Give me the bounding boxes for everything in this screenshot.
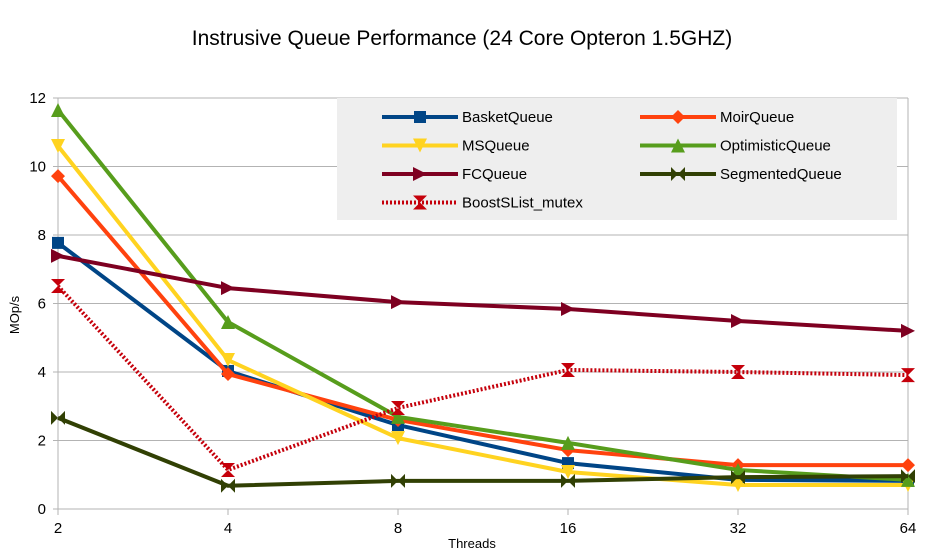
x-tick-label: 2 bbox=[54, 520, 62, 537]
legend-label: FCQueue bbox=[462, 166, 527, 183]
legend-swatch-marker bbox=[414, 111, 426, 123]
legend-item: MSQueue bbox=[382, 138, 530, 155]
data-point bbox=[901, 469, 915, 484]
data-point bbox=[561, 435, 575, 450]
x-axis-label: Threads bbox=[448, 536, 496, 551]
x-axis-ticks: 2 4 8 16 32 64 bbox=[54, 520, 917, 537]
series-line bbox=[56, 174, 908, 468]
legend: BasketQueue MoirQueue MSQueue OptimisticQue… bbox=[337, 98, 897, 220]
chart-title: Instrusive Queue Performance (24 Core Op… bbox=[192, 27, 732, 50]
legend-swatch-marker bbox=[671, 167, 685, 181]
data-point bbox=[51, 102, 65, 117]
data-point bbox=[51, 248, 65, 263]
y-tick-label: 12 bbox=[29, 90, 46, 107]
data-point bbox=[221, 462, 235, 477]
y-tick-label: 10 bbox=[29, 159, 46, 176]
series-FCQueue bbox=[51, 248, 915, 338]
data-point bbox=[731, 478, 745, 493]
y-tick-label: 4 bbox=[38, 364, 46, 381]
data-point bbox=[51, 169, 65, 184]
legend-swatch-marker bbox=[413, 167, 427, 181]
data-point bbox=[731, 462, 745, 477]
data-point bbox=[51, 138, 65, 153]
y-axis-ticks: 0 2 4 6 8 10 12 bbox=[29, 90, 46, 518]
data-point bbox=[221, 281, 235, 296]
x-tick-label: 4 bbox=[224, 520, 232, 537]
series-line bbox=[56, 108, 909, 482]
legend-item: BoostSList_mutex bbox=[382, 195, 583, 212]
legend-item: BasketQueue bbox=[382, 109, 553, 126]
series-BoostSList_mutex bbox=[51, 279, 915, 477]
legend-label: SegmentedQueue bbox=[720, 166, 842, 183]
x-tick-label: 16 bbox=[560, 520, 577, 537]
data-point bbox=[221, 353, 235, 368]
legend-item: MoirQueue bbox=[640, 109, 794, 126]
series-SegmentedQueue bbox=[51, 410, 915, 493]
data-point bbox=[731, 470, 745, 485]
y-tick-label: 0 bbox=[38, 501, 46, 518]
y-tick-label: 6 bbox=[38, 296, 46, 313]
data-point bbox=[221, 367, 235, 382]
data-point bbox=[51, 410, 65, 425]
data-point bbox=[901, 368, 915, 383]
legend-item: SegmentedQueue bbox=[640, 166, 842, 183]
legend-label: BoostSList_mutex bbox=[462, 195, 583, 212]
data-point bbox=[391, 295, 405, 310]
legend-swatch-marker bbox=[671, 110, 685, 124]
series-BasketQueue bbox=[52, 236, 914, 487]
data-point bbox=[561, 301, 575, 316]
legend-label: MoirQueue bbox=[720, 109, 794, 126]
data-point bbox=[52, 236, 64, 249]
data-point bbox=[391, 409, 405, 424]
y-axis-label: MOp/s bbox=[7, 295, 22, 334]
data-point bbox=[391, 431, 405, 446]
legend-swatch-marker bbox=[671, 138, 685, 153]
series-layer bbox=[51, 102, 915, 493]
legend-label: MSQueue bbox=[462, 138, 530, 155]
x-tick-label: 64 bbox=[900, 520, 917, 537]
legend-swatch-marker bbox=[413, 138, 427, 153]
data-point bbox=[561, 362, 575, 377]
data-point bbox=[901, 458, 915, 473]
series-OptimisticQueue bbox=[51, 102, 915, 487]
data-point bbox=[901, 323, 915, 338]
series-line bbox=[57, 253, 909, 333]
data-point bbox=[51, 279, 65, 294]
series-line bbox=[56, 144, 908, 488]
y-tick-label: 2 bbox=[38, 433, 46, 450]
legend-item: FCQueue bbox=[382, 166, 527, 183]
data-point bbox=[391, 400, 405, 415]
legend-item: OptimisticQueue bbox=[640, 138, 831, 155]
legend-label: OptimisticQueue bbox=[720, 138, 831, 155]
data-point bbox=[561, 465, 575, 480]
series-line bbox=[57, 416, 909, 488]
x-tick-label: 32 bbox=[730, 520, 747, 537]
y-tick-label: 8 bbox=[38, 227, 46, 244]
x-tick-label: 8 bbox=[394, 520, 402, 537]
data-point bbox=[221, 314, 235, 329]
data-point bbox=[731, 365, 745, 379]
legend-label: BasketQueue bbox=[462, 109, 553, 126]
legend-swatch-marker bbox=[413, 195, 427, 210]
data-point bbox=[901, 472, 915, 487]
data-point bbox=[731, 313, 745, 328]
data-point bbox=[391, 473, 405, 488]
data-point bbox=[221, 478, 235, 493]
series-line bbox=[56, 241, 909, 483]
series-line bbox=[56, 284, 909, 472]
data-point bbox=[561, 473, 575, 488]
